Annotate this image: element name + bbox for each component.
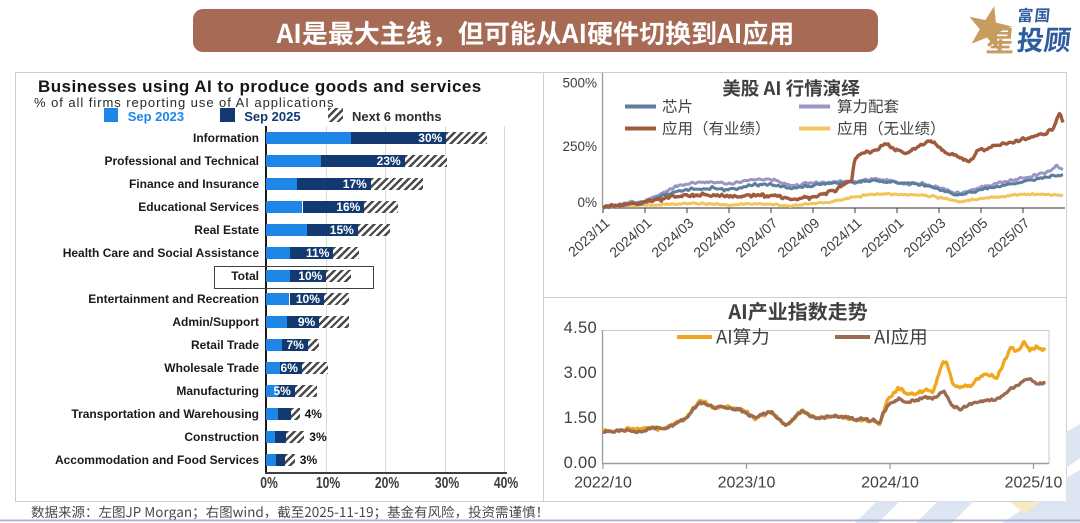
svg-text:2025/07: 2025/07	[984, 215, 1032, 261]
svg-text:500%: 500%	[562, 76, 597, 91]
svg-text:250%: 250%	[562, 139, 597, 154]
svg-text:2024/03: 2024/03	[648, 215, 696, 261]
svg-text:0%: 0%	[577, 195, 597, 210]
svg-text:4.50: 4.50	[564, 319, 597, 337]
svg-text:2025/01: 2025/01	[858, 215, 906, 261]
svg-text:2023/10: 2023/10	[718, 475, 776, 492]
svg-text:2024/07: 2024/07	[732, 215, 780, 261]
svg-text:1.50: 1.50	[564, 409, 597, 427]
svg-text:2024/10: 2024/10	[861, 475, 919, 492]
svg-text:3.00: 3.00	[564, 364, 597, 382]
svg-text:2023/11: 2023/11	[565, 215, 613, 260]
svg-text:2024/09: 2024/09	[774, 215, 822, 261]
svg-text:2022/10: 2022/10	[574, 475, 632, 492]
svg-text:2024/05: 2024/05	[690, 215, 738, 261]
svg-text:2025/10: 2025/10	[1005, 475, 1063, 492]
svg-text:2025/05: 2025/05	[942, 215, 990, 261]
svg-text:2025/03: 2025/03	[900, 215, 948, 261]
svg-text:2024/01: 2024/01	[606, 215, 654, 261]
svg-text:2024/11: 2024/11	[817, 215, 865, 260]
svg-text:0.00: 0.00	[564, 454, 597, 472]
